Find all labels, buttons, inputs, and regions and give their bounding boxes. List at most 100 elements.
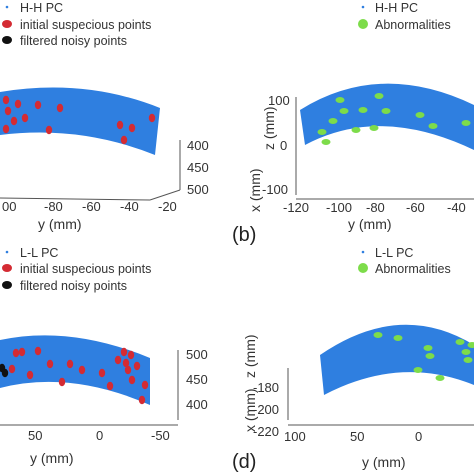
suspicious-point [120,347,128,357]
suspicious-point [12,348,20,358]
legend-label-initial: initial suspecious points [20,262,151,276]
x-axis-label: y (mm) [362,454,406,470]
x-tick-label: -60 [406,200,425,215]
z-tick-label: 500 [186,347,208,362]
suspicious-point [21,113,29,123]
abnormality-point [369,125,379,131]
suspicious-point [26,370,34,380]
legend-marker-initial [2,264,12,272]
x-tick-label: 50 [350,429,364,444]
x-tick-label: -80 [44,199,63,214]
z-tick-label: -100 [262,182,288,197]
x-tick-label: -20 [158,199,177,214]
abnormality-point [351,127,361,133]
x-tick-label: -40 [447,200,466,215]
x-tick-label: -100 [326,200,352,215]
suspicious-point [56,103,64,113]
suspicious-point [148,113,156,123]
z-tick-label: -200 [253,402,279,417]
legend-marker-filtered [2,281,12,289]
panel-bottom-left: L-L PC initial suspecious points filtere… [0,246,208,466]
z-tick-label: 0 [280,138,287,153]
abnormality-point [317,129,327,135]
suspicious-point [34,100,42,110]
z-tick-label: 450 [186,372,208,387]
suspicious-point [133,361,141,371]
panel-caption: (d) [232,451,256,473]
suspicious-point [78,365,86,375]
suspicious-point [14,99,22,109]
suspicious-point [45,125,53,135]
abnormality-point [393,335,403,341]
panel-bottom-right: L-L PC Abnormalities x (mm) z (mm) -180 … [232,246,474,473]
suspicious-point [2,95,10,105]
abnormality-point [425,353,435,359]
legend-marker-abnormal [358,263,368,273]
suspicious-points-group [2,95,156,145]
legend-marker-pc [5,5,9,9]
legend-label-pc: L-L PC [20,246,58,260]
legend-marker-filtered [2,36,12,44]
abnormality-point [373,332,383,338]
legend-marker-initial [2,20,12,28]
z-tick-label: -220 [253,424,279,439]
x-tick-label: -120 [283,200,309,215]
z-axis-label: z (mm) [242,334,258,378]
legend-marker-pc [361,5,365,9]
legend-label-abnormal: Abnormalities [375,18,451,32]
legend-label-pc: H-H PC [20,1,63,15]
suspicious-point [34,346,42,356]
suspicious-point [106,381,114,391]
legend-label-abnormal: Abnormalities [375,262,451,276]
suspicious-point [58,377,66,387]
abnormality-point [463,357,473,363]
side-axis-label: x (mm) [242,388,258,432]
suspicious-point [128,123,136,133]
legend-marker-pc [361,250,365,254]
abnormality-point [461,120,471,126]
z-axis-label: z (mm) [261,106,277,150]
x-tick-label: -80 [366,200,385,215]
legend-label-pc: L-L PC [375,246,413,260]
suspicious-point [141,380,149,390]
abnormality-point [455,339,465,345]
abnormality-points-group [373,332,474,381]
abnormality-point [435,375,445,381]
suspicious-point [98,368,106,378]
abnormality-point [428,123,438,129]
suspicious-point [66,359,74,369]
abnormality-point [339,108,349,114]
legend-marker-abnormal [358,19,368,29]
abnormality-point [461,349,471,355]
suspicious-point [8,364,16,374]
legend-label-pc: H-H PC [375,1,418,15]
z-tick-label: 400 [186,397,208,412]
suspicious-point [10,116,18,126]
suspicious-point [116,120,124,130]
filtered-point [0,363,6,373]
abnormality-point [415,112,425,118]
suspicious-point [124,365,132,375]
panel-caption: (b) [232,224,256,246]
side-axis-label: x (mm) [247,168,263,212]
panel-top-right: H-H PC Abnormalities x (mm) z (mm) 100 0… [232,1,474,246]
x-tick-label: -40 [120,199,139,214]
z-tick-label: 400 [187,138,209,153]
abnormality-point [374,93,384,99]
legend-marker-pc [5,250,9,254]
z-tick-label: 450 [187,160,209,175]
suspicious-point [4,106,12,116]
suspicious-point [120,135,128,145]
legend-label-filtered: filtered noisy points [20,34,127,48]
x-tick-label: -50 [151,428,170,443]
suspicious-point [128,375,136,385]
x-tick-label: 50 [28,428,42,443]
panel-top-left: H-H PC initial suspecious points filtere… [0,1,209,232]
suspicious-point [18,347,26,357]
suspicious-point [2,124,10,134]
suspicious-point [122,358,130,368]
abnormality-point [467,342,474,348]
abnormality-points-group [317,93,471,145]
point-cloud-surface [320,324,474,395]
